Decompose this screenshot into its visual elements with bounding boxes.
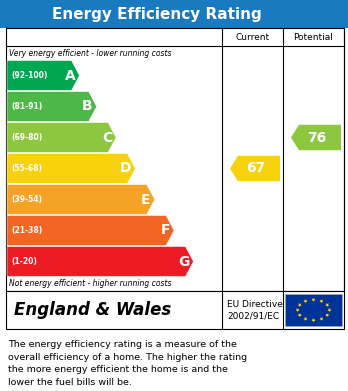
Polygon shape: [7, 61, 79, 90]
Polygon shape: [327, 308, 332, 312]
Polygon shape: [295, 308, 300, 312]
Text: (1-20): (1-20): [11, 257, 37, 266]
Polygon shape: [311, 298, 316, 302]
Text: Current: Current: [236, 32, 270, 41]
Polygon shape: [7, 154, 135, 183]
Text: 67: 67: [246, 161, 265, 176]
Bar: [6, 28, 344, 291]
Text: Energy Efficiency Rating: Energy Efficiency Rating: [52, 7, 261, 22]
Text: (69-80): (69-80): [11, 133, 42, 142]
Text: D: D: [120, 161, 132, 176]
Polygon shape: [7, 185, 155, 215]
Text: (92-100): (92-100): [11, 71, 47, 80]
Polygon shape: [291, 125, 341, 150]
Bar: [6, 291, 344, 329]
Polygon shape: [319, 317, 324, 321]
Text: (81-91): (81-91): [11, 102, 42, 111]
Text: Not energy efficient - higher running costs: Not energy efficient - higher running co…: [9, 280, 172, 289]
Polygon shape: [303, 317, 308, 321]
Text: Potential: Potential: [294, 32, 333, 41]
Polygon shape: [325, 313, 330, 317]
Polygon shape: [325, 303, 330, 307]
Polygon shape: [7, 91, 97, 122]
Text: B: B: [82, 99, 93, 113]
Text: (21-38): (21-38): [11, 226, 42, 235]
Text: E: E: [141, 192, 151, 206]
Bar: [285, 294, 342, 326]
Text: EU Directive
2002/91/EC: EU Directive 2002/91/EC: [227, 300, 283, 320]
Text: 76: 76: [307, 131, 326, 145]
Text: C: C: [102, 131, 112, 145]
Polygon shape: [230, 156, 280, 181]
Polygon shape: [303, 300, 308, 303]
Polygon shape: [311, 318, 316, 323]
Polygon shape: [7, 215, 174, 246]
Polygon shape: [319, 300, 324, 303]
Text: (55-68): (55-68): [11, 164, 42, 173]
Text: A: A: [65, 68, 76, 83]
Text: England & Wales: England & Wales: [14, 301, 171, 319]
Text: F: F: [160, 224, 170, 237]
Text: (39-54): (39-54): [11, 195, 42, 204]
Text: Very energy efficient - lower running costs: Very energy efficient - lower running co…: [9, 48, 172, 57]
Polygon shape: [298, 313, 302, 317]
Text: G: G: [178, 255, 189, 269]
Polygon shape: [7, 122, 116, 152]
Polygon shape: [7, 246, 193, 276]
Text: The energy efficiency rating is a measure of the
overall efficiency of a home. T: The energy efficiency rating is a measur…: [8, 340, 247, 387]
Polygon shape: [298, 303, 302, 307]
Bar: [0, 0, 348, 28]
